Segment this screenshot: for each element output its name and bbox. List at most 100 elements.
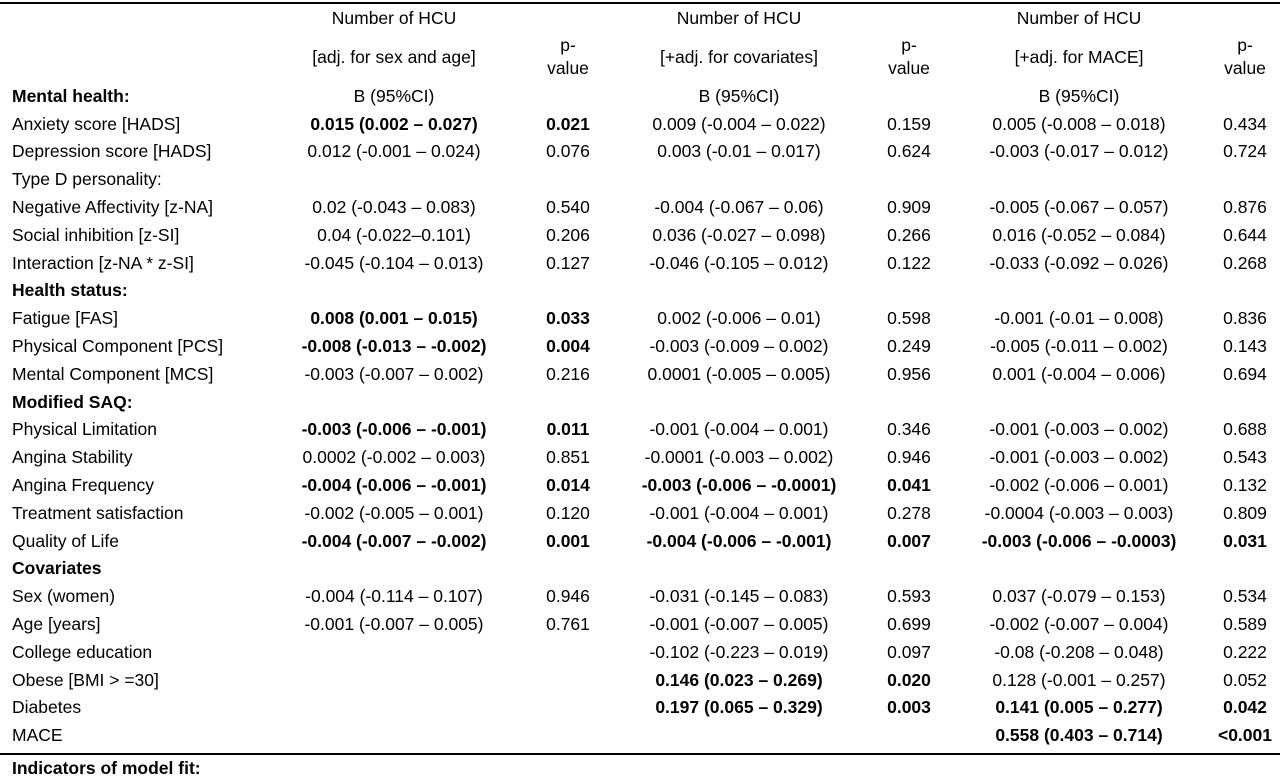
p-value-3: 0.434 <box>1223 113 1267 134</box>
estimate-3: -0.001 (-0.003 – 0.002) <box>989 419 1169 440</box>
table-row: Mental Component [MCS] -0.003 (-0.007 – … <box>0 360 1280 388</box>
estimate-3: -0.001 (-0.003 – 0.002) <box>989 447 1169 468</box>
estimate-1: -0.045 (-0.104 – 0.013) <box>304 252 484 273</box>
estimate-1: 0.0002 (-0.002 – 0.003) <box>302 447 486 468</box>
row-label: MACE <box>12 725 63 746</box>
section-label: Modified SAQ: <box>12 391 133 412</box>
table-row: Angina Stability 0.0002 (-0.002 – 0.003)… <box>0 443 1280 471</box>
row-label: Diabetes <box>12 697 82 718</box>
row-label: Interaction [z-NA * z-SI] <box>12 252 194 273</box>
p-value-3: 0.268 <box>1223 252 1267 273</box>
estimate-3: -0.003 (-0.006 – -0.0003) <box>981 530 1177 551</box>
estimate-3: 0.128 (-0.001 – 0.257) <box>992 669 1166 690</box>
p-value-1: 0.011 <box>546 419 590 440</box>
estimate-label: B (95%CI) <box>698 85 780 106</box>
p-value-3: 0.143 <box>1223 336 1267 357</box>
p-value-1: 0.216 <box>546 363 590 384</box>
table-row: Age [years] -0.001 (-0.007 – 0.005) 0.76… <box>0 610 1280 638</box>
section-label: Covariates <box>12 558 102 579</box>
col2-subtitle: [+adj. for covariates] <box>659 47 819 67</box>
table-row: Anxiety score [HADS] 0.015 (0.002 – 0.02… <box>0 110 1280 138</box>
p-value-2: 0.346 <box>887 419 931 440</box>
estimate-3: 0.001 (-0.004 – 0.006) <box>992 363 1166 384</box>
p-value-2: 0.249 <box>887 336 931 357</box>
table-row: Angina Frequency -0.004 (-0.006 – -0.001… <box>0 471 1280 499</box>
p-value-3: 0.809 <box>1223 502 1267 523</box>
p-value-1 <box>528 638 608 666</box>
estimate-2: 0.002 (-0.006 – 0.01) <box>657 308 821 329</box>
table-row: Quality of Life -0.004 (-0.007 – -0.002)… <box>0 527 1280 555</box>
p-value-3: 0.534 <box>1223 586 1267 607</box>
model-fit-heading: Indicators of model fit: <box>12 758 201 778</box>
p-value-1 <box>528 721 608 749</box>
estimate-3: -0.001 (-0.01 – 0.008) <box>994 308 1164 329</box>
estimate-3: 0.558 (0.403 – 0.714) <box>995 725 1163 746</box>
col1-title: Number of HCU <box>331 8 457 28</box>
estimate-2: 0.197 (0.065 – 0.329) <box>655 697 823 718</box>
table-row: Diabetes 0.197 (0.065 – 0.329) 0.003 0.1… <box>0 694 1280 722</box>
estimate-2: -0.003 (-0.006 – -0.0001) <box>641 475 837 496</box>
row-label: Sex (women) <box>12 586 116 607</box>
estimate-2: -0.001 (-0.004 – 0.001) <box>649 502 829 523</box>
p-value-2: 0.956 <box>887 363 931 384</box>
row-label: College education <box>12 641 153 662</box>
row-label: Angina Stability <box>12 447 133 468</box>
regression-table: Number of HCU Number of HCU Number of HC… <box>0 4 1280 749</box>
estimate-3: -0.002 (-0.007 – 0.004) <box>989 614 1169 635</box>
estimate-3: -0.08 (-0.208 – 0.048) <box>994 641 1164 662</box>
p-value-1 <box>528 666 608 694</box>
p-line2: value <box>547 58 589 78</box>
col2-title: Number of HCU <box>676 8 802 28</box>
estimate-2: 0.003 (-0.01 – 0.017) <box>657 141 821 162</box>
estimate-1: -0.004 (-0.114 – 0.107) <box>305 586 483 607</box>
section-label: Mental health: <box>12 85 130 106</box>
p-value-3: 0.031 <box>1223 530 1267 551</box>
col3-title: Number of HCU <box>1016 8 1142 28</box>
estimate-2 <box>608 721 870 749</box>
estimate-2: -0.003 (-0.009 – 0.002) <box>649 336 829 357</box>
estimate-3: -0.002 (-0.006 – 0.001) <box>989 475 1169 496</box>
p-value-3: <0.001 <box>1217 725 1272 746</box>
header-row-1: Number of HCU Number of HCU Number of HC… <box>0 4 1280 32</box>
row-label: Treatment satisfaction <box>12 502 184 523</box>
row-label: Physical Component [PCS] <box>12 336 224 357</box>
estimate-1: -0.003 (-0.006 – -0.001) <box>301 419 487 440</box>
p-value-1: 0.021 <box>546 113 590 134</box>
estimate-3: -0.005 (-0.067 – 0.057) <box>989 197 1169 218</box>
table-bottom-rule <box>0 753 1280 755</box>
p-value-2 <box>870 721 948 749</box>
p-value-header: p-value <box>870 32 948 82</box>
estimate-3: 0.141 (0.005 – 0.277) <box>995 697 1163 718</box>
p-value-3: 0.876 <box>1223 197 1267 218</box>
p-value-1: 0.946 <box>546 586 590 607</box>
table-row: Sex (women) -0.004 (-0.114 – 0.107) 0.94… <box>0 582 1280 610</box>
p-value-2: 0.007 <box>887 530 931 551</box>
p-line2: value <box>888 58 930 78</box>
row-label: Angina Frequency <box>12 475 155 496</box>
table-row: Negative Affectivity [z-NA] 0.02 (-0.043… <box>0 193 1280 221</box>
subsection-row-type-d: Type D personality: <box>0 165 1280 193</box>
header-row-2: [adj. for sex and age] p-value [+adj. fo… <box>0 32 1280 82</box>
row-label: Anxiety score [HADS] <box>12 113 181 134</box>
p-value-2: 0.097 <box>887 641 931 662</box>
table-row: MACE 0.558 (0.403 – 0.714) <0.001 <box>0 721 1280 749</box>
estimate-label: B (95%CI) <box>353 85 435 106</box>
estimate-1: -0.002 (-0.005 – 0.001) <box>304 502 484 523</box>
p-value-3: 0.724 <box>1223 141 1267 162</box>
estimate-2: -0.004 (-0.067 – 0.06) <box>654 197 824 218</box>
subsection-label: Type D personality: <box>12 169 162 190</box>
p-value-1: 0.206 <box>546 224 590 245</box>
p-value-2: 0.159 <box>887 113 931 134</box>
p-value-3: 0.132 <box>1223 475 1267 496</box>
estimate-1: 0.008 (0.001 – 0.015) <box>310 308 478 329</box>
table-row: Obese [BMI > =30] 0.146 (0.023 – 0.269) … <box>0 666 1280 694</box>
section-label: Health status: <box>12 280 128 301</box>
row-label: Obese [BMI > =30] <box>12 669 159 690</box>
estimate-1: 0.04 (-0.022–0.101) <box>317 224 471 245</box>
estimate-1: 0.015 (0.002 – 0.027) <box>310 113 478 134</box>
estimate-3: -0.0004 (-0.003 – 0.003) <box>984 502 1174 523</box>
estimate-1: 0.012 (-0.001 – 0.024) <box>307 141 481 162</box>
col1-subtitle: [adj. for sex and age] <box>312 47 476 67</box>
estimate-2: -0.004 (-0.006 – -0.001) <box>646 530 832 551</box>
